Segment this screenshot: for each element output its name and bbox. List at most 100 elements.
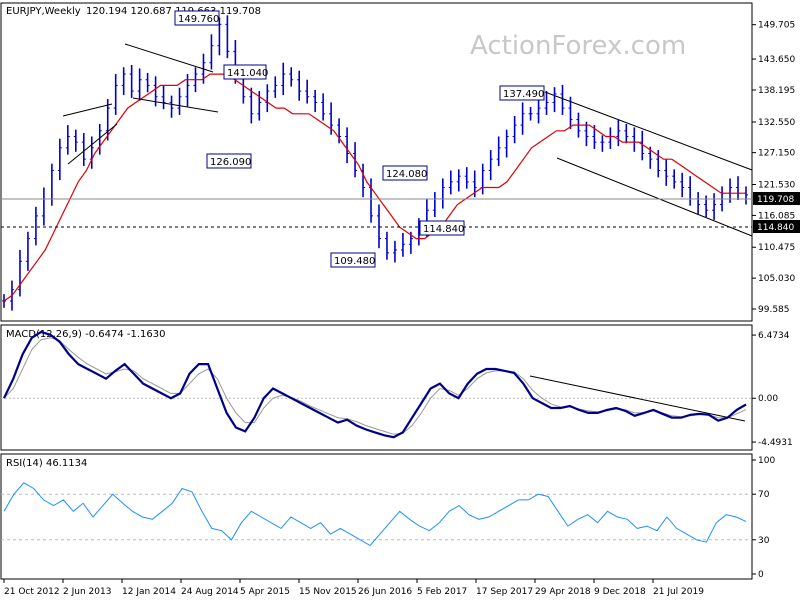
x-tick-label: 17 Sep 2017	[476, 587, 533, 597]
price-y-tick-label: 143.650	[758, 55, 795, 65]
price-bar	[520, 102, 525, 135]
trend-line	[132, 97, 219, 113]
price-bar	[273, 76, 278, 98]
price-bar	[57, 138, 62, 181]
price-y-tick-label: 132.550	[758, 118, 795, 128]
annotation-box: 114.840	[419, 220, 465, 236]
price-bar	[544, 91, 549, 115]
rsi-line	[3, 482, 747, 547]
price-y-tick-label: 116.085	[758, 211, 795, 221]
price-bar	[177, 87, 182, 115]
price-bar	[680, 172, 685, 198]
price-y-tick-label: 105.030	[758, 274, 795, 284]
x-tick-label: 21 Oct 2012	[4, 587, 60, 597]
price-bar	[536, 99, 541, 124]
sma-line	[3, 73, 746, 302]
price-y-tick-label: 138.195	[758, 86, 795, 96]
support-price-tag: 114.840	[753, 220, 800, 233]
price-bar	[225, 15, 230, 59]
price-bar	[137, 68, 142, 101]
trend-line	[544, 91, 753, 171]
price-y-axis: 149.705 143.650 138.195 132.550 127.150 121.5…	[752, 21, 795, 315]
trend-line	[62, 103, 113, 117]
trend-line	[67, 123, 118, 165]
rsi-y-tick-label: 70	[758, 490, 770, 500]
price-bar	[17, 249, 22, 297]
price-y-tick-label: 149.705	[758, 21, 795, 31]
price-y-tick-label: 99.585	[758, 305, 790, 315]
price-bar	[384, 231, 389, 260]
price-bar	[281, 62, 286, 96]
price-bar	[313, 89, 318, 113]
x-tick-label: 26 Jun 2016	[358, 587, 412, 597]
current-price-tag: 119.708	[753, 192, 800, 205]
annotation-box: 124.080	[382, 165, 428, 181]
price-bar	[512, 116, 517, 144]
price-bar	[129, 64, 134, 98]
macd-line	[3, 330, 747, 439]
price-y-tick-label: 110.475	[758, 243, 795, 253]
price-bar	[145, 72, 150, 93]
macd-y-tick-label: 0.00	[758, 394, 778, 404]
x-tick-label: 24 Aug 2014	[181, 587, 239, 597]
trend-line	[124, 43, 214, 73]
x-tick-label: 15 Nov 2015	[299, 587, 357, 597]
price-y-tick-label: 127.150	[758, 149, 795, 159]
annotation-label: 149.760	[178, 14, 219, 25]
trend-line	[556, 157, 753, 237]
x-tick-label: 12 Jan 2014	[122, 587, 176, 597]
price-bar	[392, 240, 397, 263]
price-bar	[400, 232, 405, 257]
x-tick-label: 2 Jun 2013	[63, 587, 111, 597]
rsi-y-tick-label: 30	[758, 536, 770, 546]
macd-trend-line	[529, 375, 746, 422]
price-bar	[448, 170, 453, 195]
price-bar	[712, 193, 717, 220]
rsi-y-tick-label: 0	[758, 570, 764, 580]
annotation-box: 109.480	[330, 252, 376, 268]
price-bar	[305, 79, 310, 104]
x-tick-label: 9 Dec 2018	[594, 587, 646, 597]
rsi-title: RSI(14) 46.1134	[6, 458, 87, 469]
rsi-y-axis: 100 70 30 0	[752, 456, 775, 580]
annotation-box: 141.040	[223, 64, 268, 80]
ohlc-label: 120.194 120.687 119.663 119.708	[86, 6, 261, 17]
price-bar	[488, 150, 493, 181]
price-bar	[552, 87, 557, 113]
price-bar	[496, 136, 501, 166]
annotation-box: 126.090	[206, 153, 252, 169]
price-panel-frame	[0, 2, 753, 322]
macd-panel-frame	[0, 324, 753, 451]
price-bar	[33, 206, 38, 246]
price-bar	[161, 85, 166, 110]
x-tick-label: 29 Apr 2018	[535, 587, 591, 597]
annotation-box: 149.760	[174, 10, 220, 26]
price-bar	[568, 96, 573, 130]
price-bar	[65, 125, 70, 155]
x-tick-label: 5 Feb 2017	[417, 587, 467, 597]
x-tick-label: 21 Jul 2019	[653, 587, 704, 597]
price-bar	[121, 67, 126, 96]
annotation-label: 126.090	[210, 157, 251, 168]
price-bar	[464, 167, 469, 189]
price-bar	[25, 231, 30, 271]
price-bar	[584, 121, 589, 147]
annotation-label: 114.840	[423, 224, 464, 235]
price-bar	[209, 34, 214, 70]
price-bar	[376, 204, 381, 249]
price-bar	[672, 169, 677, 189]
x-axis: 21 Oct 2012 2 Jun 2013 12 Jan 2014 24 Aug 2…	[3, 579, 704, 597]
price-bar	[105, 99, 110, 141]
current-price-value: 119.708	[757, 195, 794, 205]
annotation-label: 141.040	[227, 68, 268, 79]
macd-title: MACD(12,26,9) -0.6474 -1.1630	[6, 329, 166, 340]
annotation-box: 137.490	[499, 85, 545, 101]
price-bar	[504, 129, 509, 158]
watermark: ActionForex.com	[470, 31, 686, 61]
price-bar	[456, 169, 461, 192]
price-bar	[664, 159, 669, 186]
price-bar	[289, 67, 294, 87]
price-bar	[624, 123, 629, 144]
annotation-label: 137.490	[503, 89, 544, 100]
